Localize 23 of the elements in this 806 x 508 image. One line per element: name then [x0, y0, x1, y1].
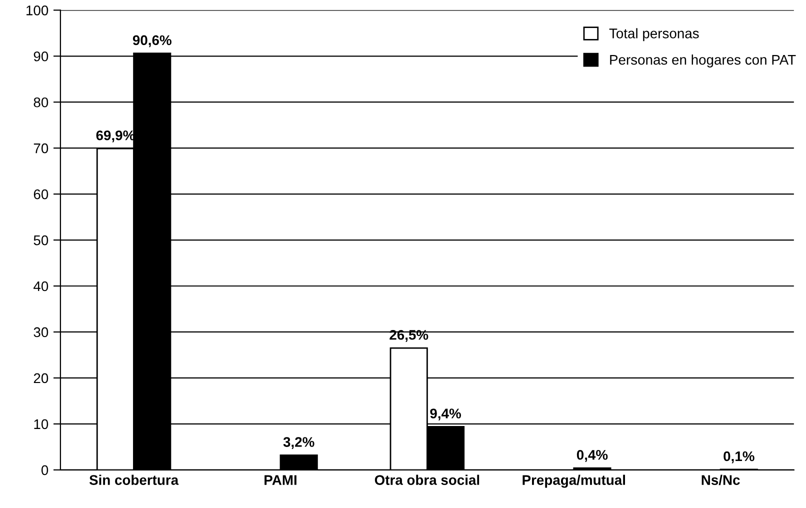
y-tick-label: 10 [34, 419, 48, 430]
y-tick-label: 20 [34, 373, 48, 384]
y-tick-label: 50 [34, 235, 48, 246]
y-tick-label: 100 [26, 5, 48, 16]
data-label: 3,2% [283, 437, 314, 449]
y-tick-label: 80 [34, 97, 48, 108]
data-label: 0,4% [576, 450, 608, 462]
legend-label: Personas en hogares con PAT [610, 54, 796, 68]
data-label: 9,4% [430, 408, 461, 420]
x-tick-label: Otra obra social [374, 474, 480, 485]
y-tick-label: 40 [34, 281, 48, 292]
legend-label: Total personas [609, 28, 699, 42]
y-tick-label: 90 [34, 51, 48, 62]
y-tick-label: 0 [41, 465, 48, 476]
x-tick-label: Sin cobertura [89, 474, 179, 485]
data-label: 0,1% [724, 451, 754, 464]
x-tick-label: Ns/Nc [702, 474, 740, 486]
x-tick-label: PAMI [264, 475, 296, 485]
y-tick-label: 30 [34, 327, 48, 338]
data-label: 90,6% [132, 35, 172, 48]
y-tick-label: 70 [34, 143, 48, 154]
y-tick-label: 60 [34, 189, 48, 200]
x-tick-label: Prepaga/mutual [522, 474, 625, 488]
